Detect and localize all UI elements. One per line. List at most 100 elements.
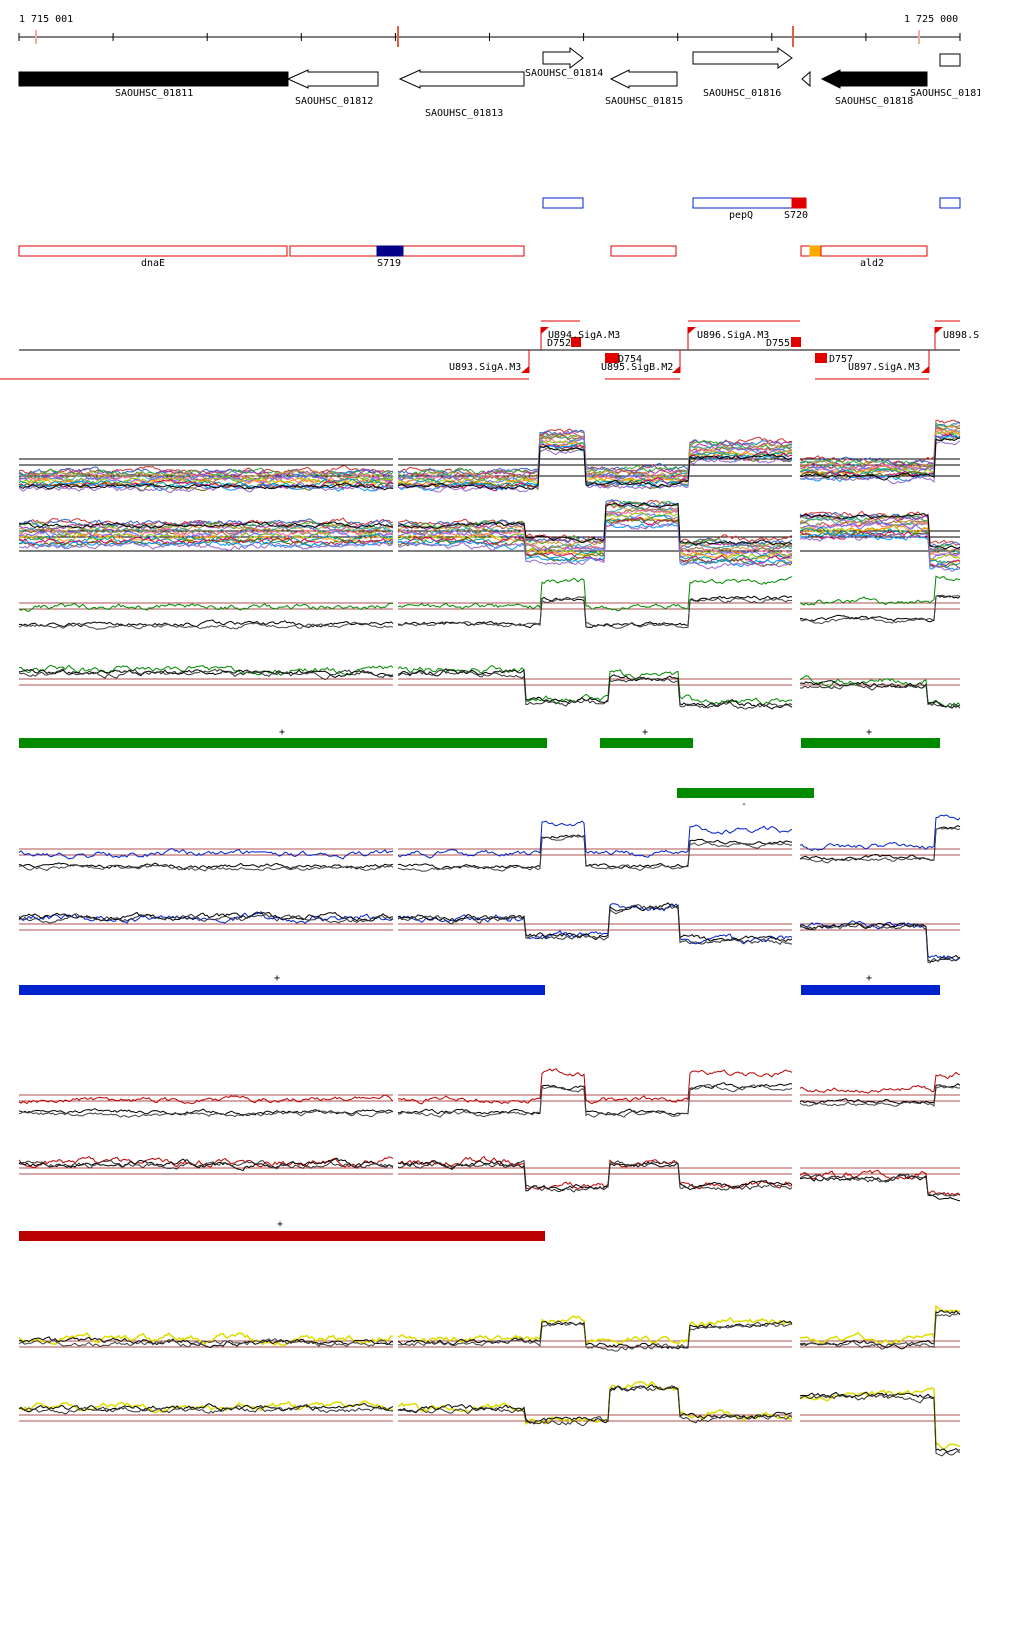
expression-line xyxy=(799,526,961,566)
expression-panel-green-minus xyxy=(18,664,961,710)
expression-line xyxy=(18,482,394,494)
feature-box[interactable] xyxy=(376,245,404,257)
expression-line xyxy=(18,911,394,922)
segment-bar[interactable] xyxy=(19,985,545,995)
tss-flag[interactable] xyxy=(521,366,529,373)
gene-arrow[interactable] xyxy=(801,70,811,88)
feature-box[interactable] xyxy=(692,197,794,209)
feature-label: pepQ xyxy=(729,210,753,221)
genome-browser-view: 1 715 001 1 725 000 SAOUHSC_01811 SAOUHS… xyxy=(0,14,980,1457)
gene-arrow[interactable] xyxy=(398,69,525,89)
segment-bar[interactable] xyxy=(19,738,547,748)
feature-box[interactable] xyxy=(800,245,811,257)
transcript-track: U894.SigA.M3 D752 U896.SigA.M3 D755 U898… xyxy=(0,320,979,380)
feature-box[interactable] xyxy=(610,245,677,257)
expression-line xyxy=(799,432,961,477)
feature-box[interactable] xyxy=(542,197,584,209)
segment-bar[interactable] xyxy=(677,788,814,798)
expression-line xyxy=(799,531,961,569)
feature-box[interactable] xyxy=(791,197,807,209)
expression-line xyxy=(18,668,394,681)
feature-label: ald2 xyxy=(860,258,884,269)
expression-line xyxy=(397,502,793,546)
expression-line xyxy=(799,1085,961,1107)
expression-panel-yellow-plus xyxy=(18,1304,961,1352)
ruler-start-label: 1 715 001 xyxy=(19,14,73,25)
expression-line xyxy=(397,834,793,872)
transcript-label: U896.SigA.M3 xyxy=(697,330,769,341)
expression-line xyxy=(18,521,394,531)
expression-line xyxy=(397,1082,793,1116)
expression-line xyxy=(397,1384,793,1424)
expression-line xyxy=(799,521,961,557)
feature-track-minus: dnaE S719 ald2 xyxy=(18,245,928,269)
expression-line xyxy=(799,1083,961,1105)
expression-line xyxy=(18,540,394,551)
tss-flag[interactable] xyxy=(921,366,929,373)
expression-line xyxy=(397,902,793,943)
gene-arrow[interactable] xyxy=(692,47,793,69)
segment-strand-label: + xyxy=(642,727,648,738)
feature-box[interactable] xyxy=(939,197,961,209)
gene-arrow[interactable] xyxy=(939,53,961,67)
tss-flag[interactable] xyxy=(688,327,696,334)
expression-line xyxy=(799,680,961,709)
expression-line xyxy=(18,848,394,860)
expression-line xyxy=(18,1094,394,1105)
gene-arrow[interactable] xyxy=(18,71,289,87)
ruler-end-label: 1 725 000 xyxy=(904,14,958,25)
feature-box[interactable] xyxy=(18,245,288,257)
gene-label: SAOUHSC_01814 xyxy=(525,68,603,79)
segment-bar[interactable] xyxy=(600,738,693,748)
expression-line xyxy=(397,1084,793,1118)
gene-arrow[interactable] xyxy=(286,69,379,89)
expression-line xyxy=(18,602,394,613)
tss-flag[interactable] xyxy=(935,327,943,334)
transcript-label: U893.SigA.M3 xyxy=(449,362,521,373)
expression-panel-yellow-minus xyxy=(18,1380,961,1457)
expression-line xyxy=(799,517,961,554)
segment-bar[interactable] xyxy=(19,1231,545,1241)
feature-box[interactable] xyxy=(289,245,525,257)
expression-line xyxy=(397,444,793,492)
expression-panel-blue-minus xyxy=(18,902,961,964)
gene-label: SAOUHSC_01818 xyxy=(835,96,913,107)
gene-label: SAOUHSC_01811 xyxy=(115,88,193,99)
terminator-box[interactable] xyxy=(791,337,801,347)
feature-track-plus: pepQ S720 xyxy=(542,197,961,221)
gene-label: SAOUHSC_01813 xyxy=(425,108,503,119)
gene-label: SAOUHSC_01815 xyxy=(605,96,683,107)
expression-line xyxy=(18,1404,394,1415)
segment-bar[interactable] xyxy=(801,738,940,748)
segment-bar[interactable] xyxy=(801,985,940,995)
expression-line xyxy=(397,441,793,489)
terminator-box[interactable] xyxy=(605,353,619,363)
expression-line xyxy=(397,576,793,612)
expression-line xyxy=(799,575,961,606)
transcript-label: U895.SigB.M2 xyxy=(601,362,673,373)
expression-line xyxy=(397,669,793,710)
tss-flag[interactable] xyxy=(672,366,680,373)
gene-arrow[interactable] xyxy=(609,69,678,89)
gene-arrow[interactable] xyxy=(820,69,928,89)
gene-track: SAOUHSC_01811 SAOUHSC_01812 SAOUHSC_0181… xyxy=(18,46,980,119)
expression-line xyxy=(18,1403,394,1413)
expression-line xyxy=(799,513,961,552)
feature-box[interactable] xyxy=(809,245,821,257)
expression-line xyxy=(799,1173,961,1202)
feature-label: S719 xyxy=(377,258,401,269)
expression-line xyxy=(799,437,961,481)
expression-panel-green-plus xyxy=(18,575,961,631)
expression-panel-multi-plus xyxy=(18,419,961,494)
terminator-box[interactable] xyxy=(815,353,827,363)
transcript-label: D757 xyxy=(829,354,853,365)
gene-arrow[interactable] xyxy=(542,46,584,70)
transcript-label: D752 xyxy=(547,338,571,349)
expression-line xyxy=(18,1108,394,1116)
expression-line xyxy=(397,1155,793,1190)
terminator-box[interactable] xyxy=(571,337,581,347)
expression-line xyxy=(799,1386,961,1452)
tss-flag[interactable] xyxy=(541,327,549,334)
feature-box[interactable] xyxy=(820,245,928,257)
expression-line xyxy=(397,504,793,552)
